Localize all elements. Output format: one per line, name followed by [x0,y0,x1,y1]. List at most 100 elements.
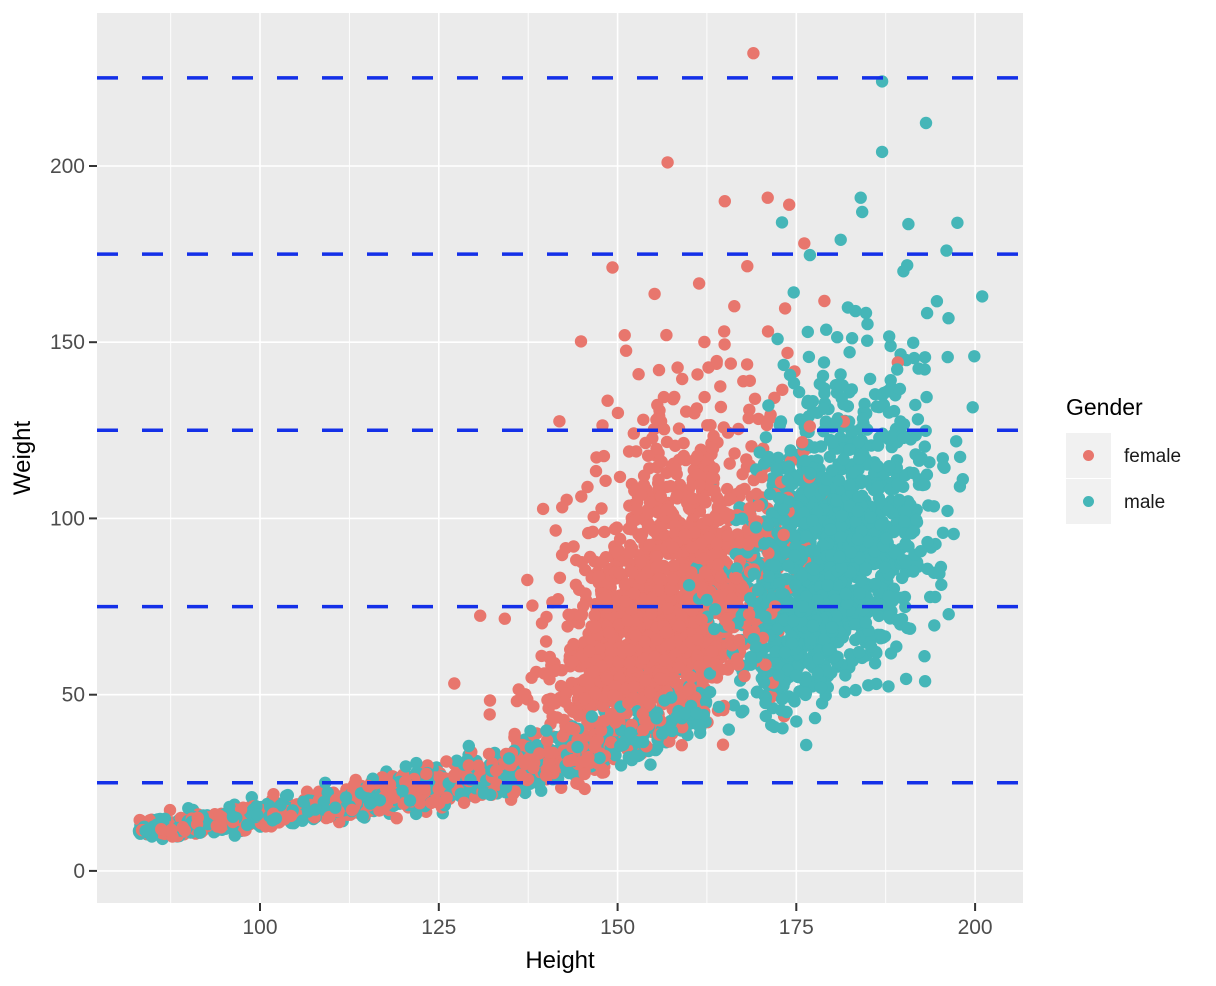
data-point [637,735,650,749]
data-point [609,749,622,762]
legend-entry-male: male [1066,479,1165,524]
data-point [742,538,755,551]
data-point [771,623,784,636]
data-point [772,669,785,682]
data-point [738,669,751,683]
data-point [711,558,725,571]
y-tick-label: 50 [62,684,85,707]
data-point [583,644,596,658]
data-point [691,468,705,482]
data-point [871,480,884,494]
data-point [691,368,704,381]
data-point [532,777,546,791]
data-point [747,47,760,60]
data-point [883,330,896,343]
data-point [718,195,731,208]
data-point [787,614,800,628]
data-point [898,590,912,604]
data-point [803,248,817,262]
data-point [708,622,721,636]
data-point [936,452,949,465]
data-point [659,626,672,639]
scatter-points [132,47,989,846]
data-point [539,769,553,782]
data-point [729,571,743,585]
data-point [644,758,657,771]
data-point [660,435,674,449]
data-point [817,356,831,369]
data-point [627,587,641,600]
data-point [671,361,684,374]
data-point [701,419,714,432]
data-point [679,707,692,720]
data-point [664,480,677,493]
data-point [920,306,934,320]
data-point [834,530,847,544]
data-point [788,549,801,562]
data-point [622,697,635,710]
data-point [853,452,866,465]
data-point [953,450,967,464]
data-point [589,686,602,700]
data-point [788,531,801,544]
data-point [502,752,516,765]
data-point [830,415,843,428]
data-point [918,650,931,663]
data-point [709,603,722,616]
data-point [566,655,579,669]
data-point [907,565,920,578]
data-point [834,233,847,246]
data-point [462,739,475,753]
data-point [758,537,771,550]
data-point [666,573,679,586]
data-point [808,544,821,557]
y-tick-label: 0 [73,860,85,883]
data-point [562,766,576,780]
data-point [721,529,734,542]
data-point [567,637,580,651]
data-point [814,681,828,694]
data-point [596,419,609,432]
data-point [768,559,781,572]
data-point [849,304,862,318]
data-point [775,586,788,599]
data-point [284,809,298,823]
data-point [571,740,584,754]
data-point [514,768,528,781]
data-point [789,578,802,592]
data-point [852,490,865,503]
data-point [761,191,774,204]
data-point [664,583,677,597]
data-point [899,555,912,569]
data-point [618,578,631,592]
data-point [829,379,842,392]
data-point [775,216,789,229]
data-point [399,775,412,788]
data-point [940,244,953,257]
data-point [590,451,603,464]
data-point [902,217,915,231]
data-point [893,382,907,396]
data-point [861,334,874,347]
data-point [611,406,625,420]
data-point [803,657,816,671]
data-point [606,261,619,274]
data-point [536,502,550,516]
data-point [716,738,730,751]
data-point [553,415,566,428]
data-point [548,664,562,678]
data-point [556,730,569,743]
data-point [788,695,801,708]
data-point [968,350,981,363]
data-point [829,593,842,607]
data-point [740,358,754,371]
data-point [736,688,749,701]
data-point [806,514,819,527]
data-point [861,317,874,331]
data-point [918,675,932,688]
data-point [682,683,695,697]
data-point [723,457,736,470]
data-point [595,502,608,515]
data-point [596,699,610,713]
data-point [812,652,825,665]
